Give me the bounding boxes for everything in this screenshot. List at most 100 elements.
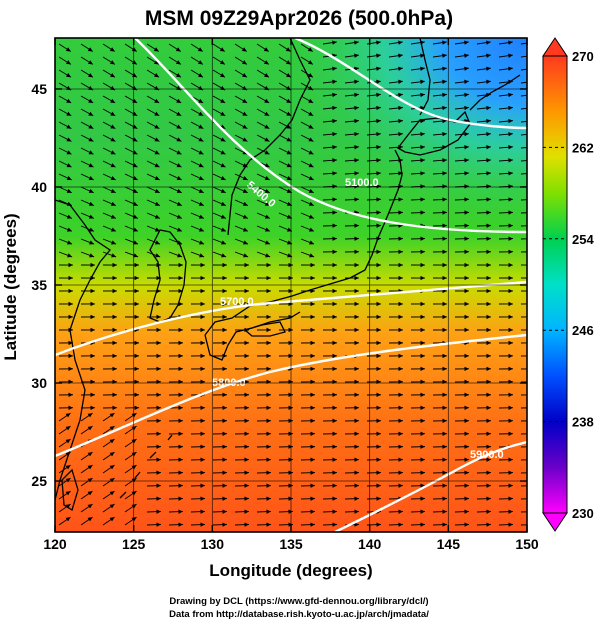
streamline-arrow [178,496,183,501]
streamline-arrow [508,496,513,501]
streamline-arrow [309,253,315,258]
streamline-arrow [264,98,270,103]
streamline-arrow [264,163,270,168]
streamline-arrow [178,340,183,346]
streamline-arrow [464,314,469,320]
streamline-arrow [110,163,116,168]
streamline-arrow [376,105,381,111]
streamline-arrow [398,171,403,176]
streamline-arrow [530,302,535,306]
streamline-arrow [112,340,117,346]
streamline-arrow [176,124,182,129]
streamline-arrow [354,92,359,98]
streamline-arrow [112,262,117,268]
streamline-arrow [310,366,315,372]
streamline-arrow [420,340,425,346]
streamline-arrow [332,92,337,98]
streamline-arrow [420,92,425,98]
streamline-arrow [222,340,227,346]
chart-title: MSM 09Z29Apr2026 (500.0hPa) [145,7,453,30]
streamline-segment [520,524,527,526]
streamline-arrow [112,314,117,320]
streamline-arrow [376,444,381,449]
streamline-arrow [109,426,115,431]
streamline-arrow [266,327,271,333]
streamline-arrow [354,457,359,462]
streamline-arrow [464,275,469,281]
streamline-arrow [88,201,94,206]
streamline-arrow [376,522,381,527]
streamline-arrow [244,470,249,475]
streamline-arrow [486,249,491,254]
streamline-arrow [464,131,469,137]
streamline-arrow [132,214,138,219]
streamline-arrow [156,522,161,527]
streamline-arrow [175,60,181,65]
streamline-arrow [376,470,381,475]
streamline-arrow [486,509,491,514]
streamline-arrow [442,262,447,268]
streamline-arrow [442,301,447,307]
streamline-arrow [90,405,95,410]
streamline-arrow [354,249,359,254]
streamline-arrow [508,522,513,527]
streamline-arrow [154,98,160,103]
streamline-arrow [266,431,271,436]
streamline-arrow [244,405,249,410]
streamline-arrow [486,79,491,84]
colorbar-tick-label: 246 [572,323,594,338]
streamline-arrow [266,457,271,462]
streamline-arrow [110,150,116,155]
streamline-arrow [308,73,313,78]
streamline-arrow [464,53,469,58]
streamline-arrow [243,253,249,258]
streamline-arrow [286,137,292,142]
streamline-arrow [486,66,491,71]
streamline-arrow [530,432,535,436]
streamline-arrow [68,366,73,372]
streamline-arrow [87,60,93,65]
streamline-arrow [88,227,94,232]
streamline-arrow [242,124,248,129]
streamline-arrow [530,471,535,475]
streamline-arrow [508,171,513,176]
y-tick-label: 45 [31,81,47,97]
streamline-arrow [222,262,227,268]
streamline-arrow [376,327,381,333]
streamline-arrow [110,111,116,116]
streamline-arrow [530,354,535,358]
streamline-arrow [200,314,205,320]
streamline-arrow [464,392,469,398]
streamline-arrow [508,158,513,163]
streamline-arrow [154,227,160,232]
streamline-arrow [90,353,95,359]
streamline-arrow [134,366,139,372]
streamline-arrow [244,483,249,488]
colorbar-tick-label: 230 [572,506,594,521]
streamline-arrow [530,509,535,513]
y-tick-label: 40 [31,179,47,195]
colorbar-tick-label: 254 [572,232,594,247]
streamline-arrow [332,405,337,410]
streamline-arrow [420,131,425,137]
streamline-arrow [110,137,116,142]
streamline-arrow [241,60,247,65]
streamline-arrow [376,366,381,372]
streamline-arrow [376,392,381,398]
streamline-arrow [131,47,137,52]
streamline-arrow [420,53,425,58]
streamline-arrow [442,249,447,254]
streamline-arrow [286,176,292,180]
x-tick-label: 150 [515,536,539,552]
streamline-arrow [87,478,93,483]
streamline-arrow [134,340,139,346]
streamline-arrow [178,444,183,449]
streamline-arrow [309,240,315,245]
streamline-arrow [286,150,292,155]
streamline-arrow [178,509,183,514]
streamline-arrow [242,176,248,180]
streamline-arrow [508,509,513,514]
streamline-arrow [398,418,403,423]
streamline-arrow [464,522,469,527]
colorbar-tick-label: 270 [572,49,594,64]
